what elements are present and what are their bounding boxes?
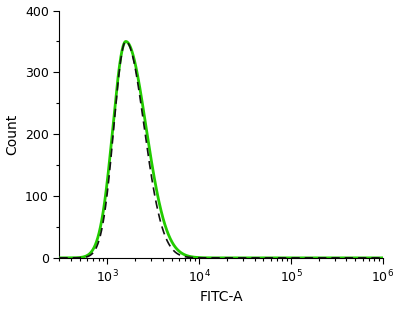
X-axis label: FITC-A: FITC-A bbox=[199, 290, 243, 304]
Y-axis label: Count: Count bbox=[6, 113, 20, 155]
